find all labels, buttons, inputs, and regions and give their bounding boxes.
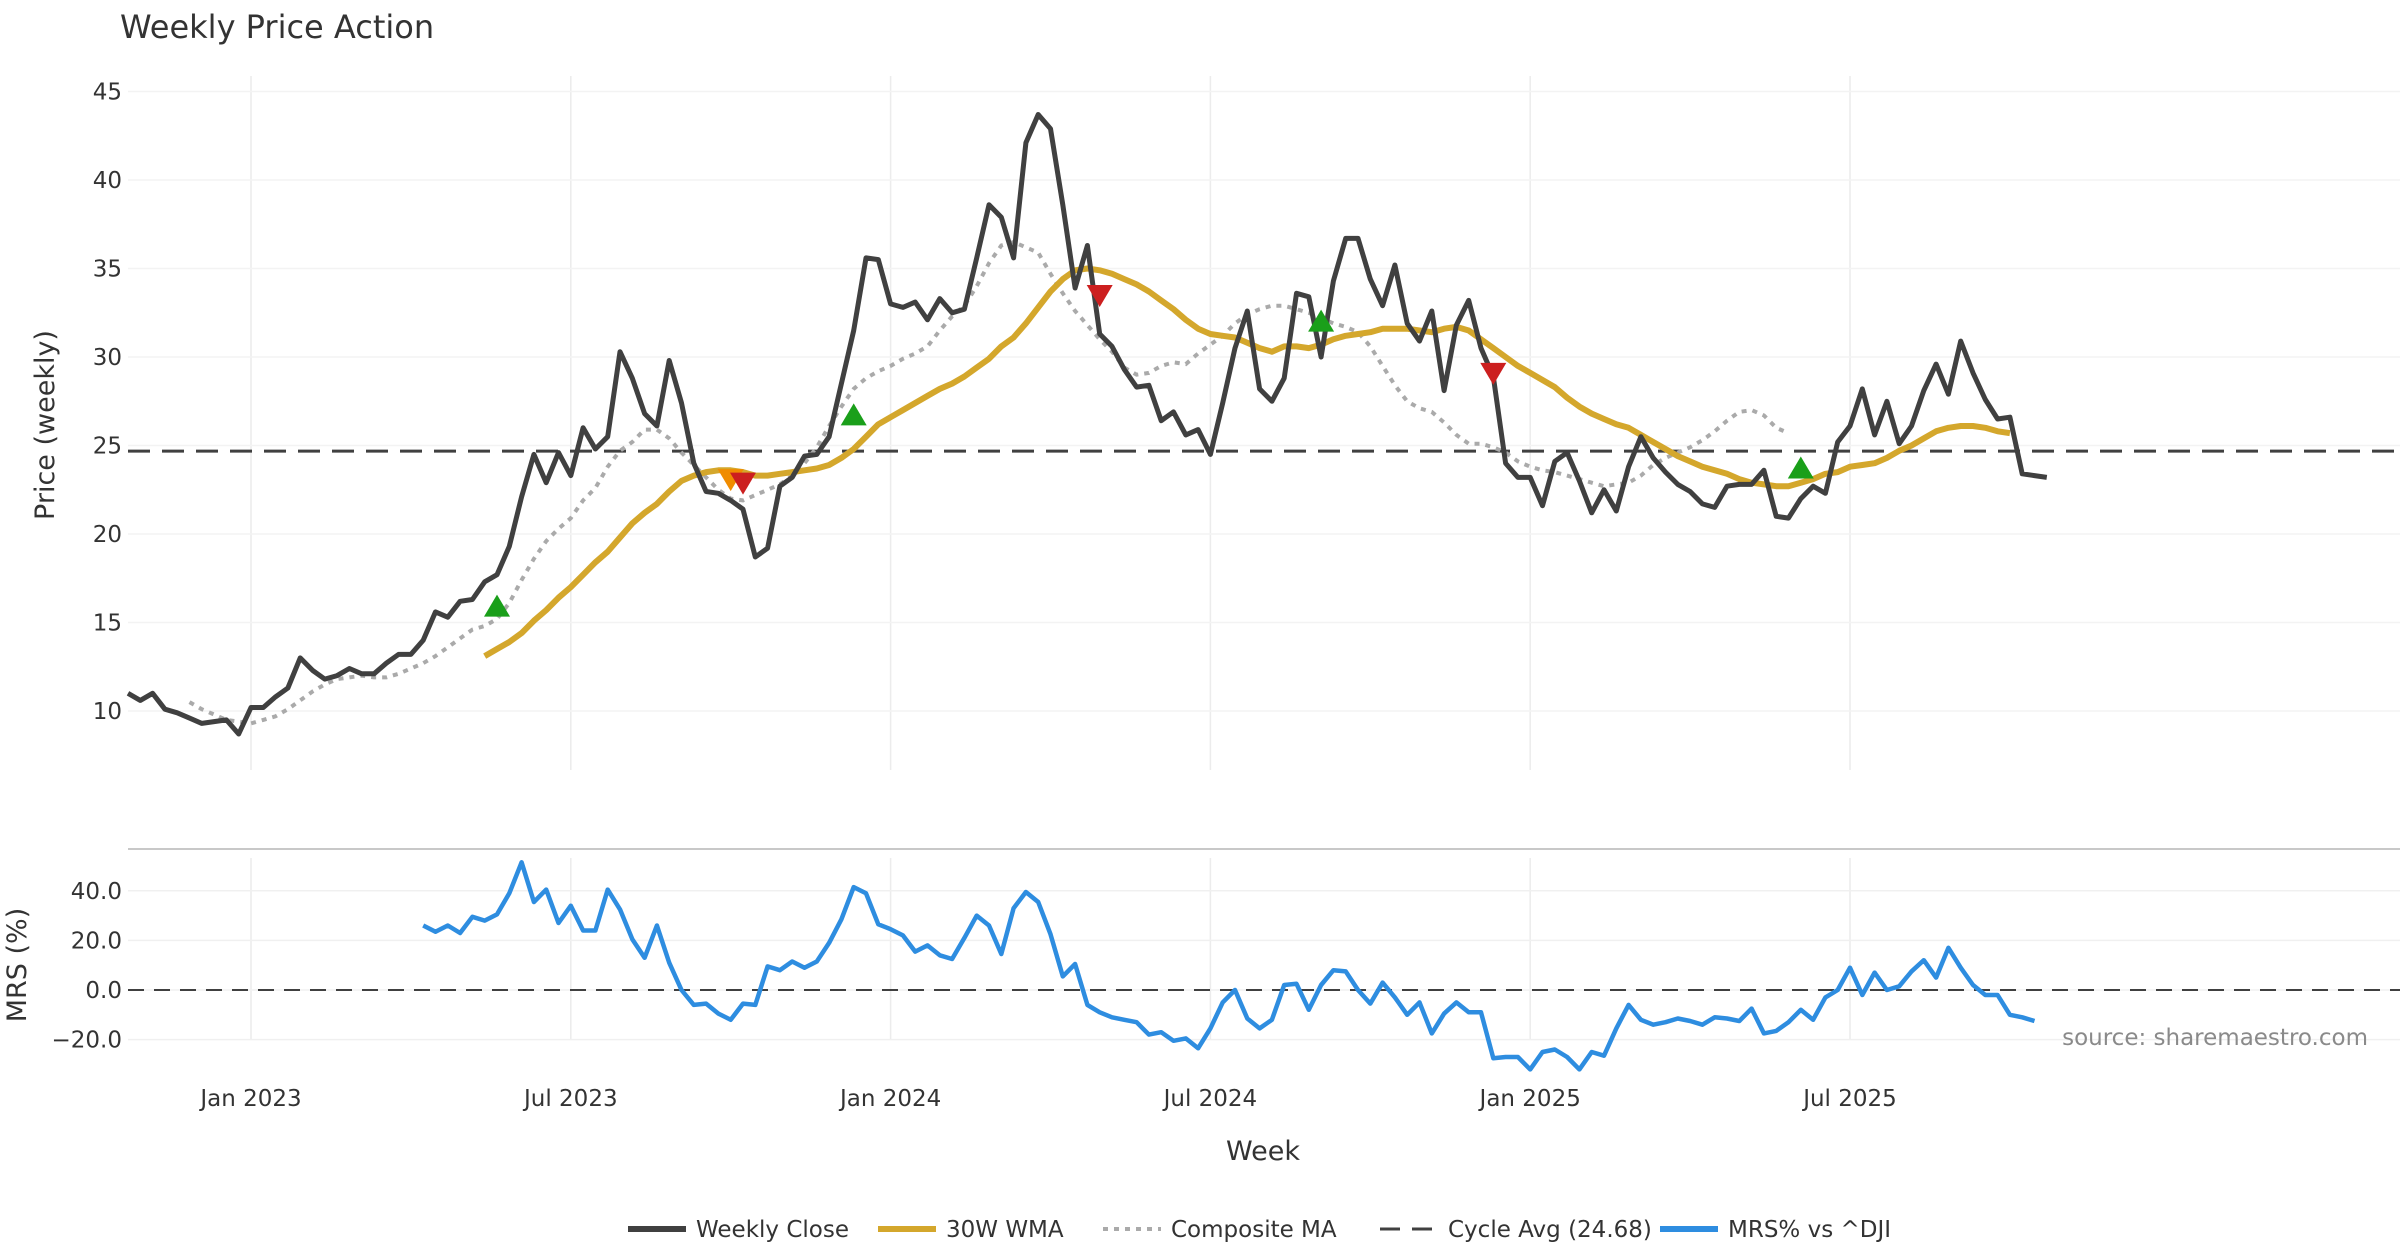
mrs-series bbox=[422, 860, 2036, 1072]
mrs-y-tick-label: 0.0 bbox=[85, 978, 122, 1004]
x-tick-label: Jan 2025 bbox=[1478, 1086, 1581, 1112]
signal-buy-marker bbox=[1787, 456, 1814, 479]
legend: Weekly Close 30W WMA Composite MA Cycle Avg… bbox=[628, 1217, 1891, 1243]
chart-title: Weekly Price Action bbox=[120, 8, 434, 46]
x-tick-label: Jan 2023 bbox=[198, 1086, 301, 1112]
legend-label: 30W WMA bbox=[946, 1217, 1064, 1243]
x-axis-ticks: Jan 2023 Jul 2023 Jan 2024 Jul 2024 Jan 2025… bbox=[198, 1086, 1896, 1112]
price-y-ticks: 10 15 20 25 30 35 40 45 bbox=[93, 80, 122, 726]
legend-label: Composite MA bbox=[1171, 1217, 1337, 1243]
mrs-y-tick-label: −20.0 bbox=[52, 1028, 122, 1054]
x-axis-label: Week bbox=[1226, 1136, 1300, 1167]
price-panel: 10 15 20 25 30 35 40 45 Price (weekly) bbox=[30, 76, 2400, 770]
signal-buy-marker bbox=[1308, 309, 1335, 332]
series-composite-ma bbox=[188, 239, 1790, 726]
price-y-axis-label: Price (weekly) bbox=[30, 330, 61, 520]
signal-markers bbox=[484, 285, 1814, 617]
mrs-y-axis-label: MRS (%) bbox=[2, 908, 33, 1023]
x-tick-label: Jul 2023 bbox=[522, 1086, 618, 1112]
mrs-y-tick-label: 20.0 bbox=[71, 928, 122, 954]
price-y-tick-label: 35 bbox=[93, 257, 122, 283]
price-y-tick-label: 20 bbox=[93, 522, 122, 548]
legend-label: MRS% vs ^DJI bbox=[1728, 1217, 1891, 1243]
price-y-tick-label: 45 bbox=[93, 80, 122, 106]
x-tick-label: Jul 2025 bbox=[1801, 1086, 1897, 1112]
price-series bbox=[126, 112, 2048, 737]
signal-sell-marker bbox=[1086, 285, 1113, 308]
signal-sell-marker bbox=[1480, 362, 1507, 385]
mrs-y-tick-label: 40.0 bbox=[71, 879, 122, 905]
x-tick-label: Jul 2024 bbox=[1162, 1086, 1258, 1112]
legend-label: Cycle Avg (24.68) bbox=[1448, 1217, 1652, 1243]
price-y-tick-label: 25 bbox=[93, 434, 122, 460]
series-weekly-close bbox=[126, 112, 2048, 737]
price-y-tick-label: 15 bbox=[93, 611, 122, 637]
mrs-gridlines bbox=[128, 858, 2400, 1041]
signal-sell-marker bbox=[730, 472, 756, 495]
mrs-panel: 40.0 20.0 0.0 −20.0 MRS (%) source: sharema… bbox=[2, 858, 2400, 1072]
legend-label: Weekly Close bbox=[696, 1217, 849, 1243]
source-note: source: sharemaestro.com bbox=[2062, 1025, 2368, 1051]
x-tick-label: Jan 2024 bbox=[838, 1086, 941, 1112]
price-gridlines bbox=[128, 76, 2400, 770]
signal-buy-marker bbox=[840, 403, 867, 426]
price-y-tick-label: 10 bbox=[93, 699, 122, 725]
series-mrs bbox=[422, 860, 2036, 1072]
price-y-tick-label: 30 bbox=[93, 345, 122, 371]
mrs-y-ticks: 40.0 20.0 0.0 −20.0 bbox=[52, 879, 122, 1054]
price-y-tick-label: 40 bbox=[93, 168, 122, 194]
signal-buy-marker bbox=[484, 594, 510, 617]
